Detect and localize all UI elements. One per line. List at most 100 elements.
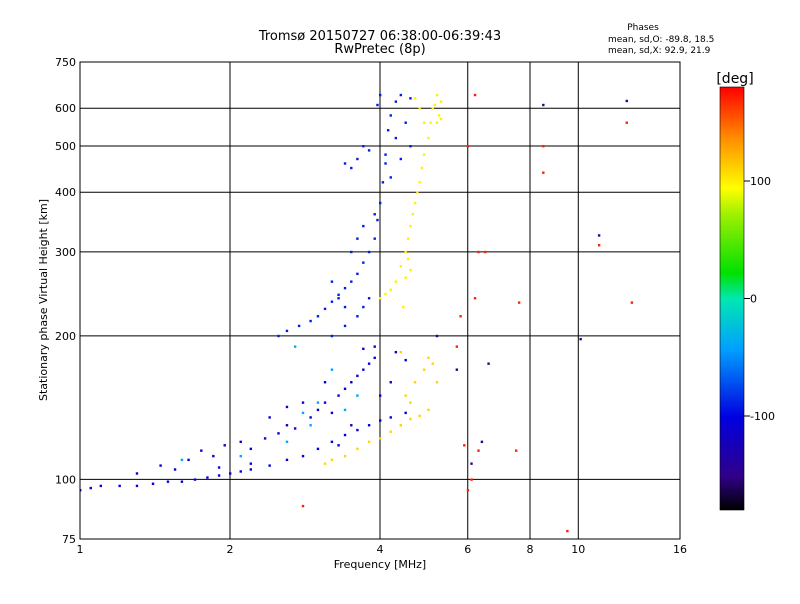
data-point	[301, 504, 305, 508]
data-point	[422, 368, 426, 371]
data-point	[316, 408, 320, 412]
data-point	[386, 129, 390, 132]
data-point	[422, 153, 426, 156]
data-point	[470, 478, 473, 481]
data-point	[166, 480, 170, 483]
data-point	[379, 201, 382, 205]
data-point	[200, 449, 203, 452]
data-point	[285, 405, 289, 409]
data-point	[356, 374, 359, 378]
data-point	[409, 268, 412, 272]
data-point	[356, 237, 359, 240]
data-point	[373, 345, 376, 348]
data-point	[249, 447, 253, 451]
y-tick-label: 400	[55, 186, 76, 199]
data-point	[362, 368, 365, 371]
data-point	[229, 472, 232, 475]
colorbar-tick-label: -100	[750, 410, 775, 423]
stats-o-mode: mean, sd,O: -89.8, 18.5	[608, 35, 714, 45]
data-point	[480, 440, 484, 444]
data-point	[337, 444, 340, 447]
data-point	[477, 250, 480, 254]
data-point	[389, 381, 392, 384]
data-point	[330, 411, 334, 415]
data-point	[487, 362, 490, 365]
data-point	[406, 257, 410, 261]
data-point	[470, 462, 473, 465]
data-point	[356, 394, 359, 397]
grid-lines	[80, 62, 680, 539]
data-point	[285, 424, 289, 427]
data-point	[466, 144, 470, 148]
data-point	[217, 474, 221, 477]
x-axis-label: Frequency [MHz]	[334, 558, 426, 571]
data-point	[367, 297, 371, 300]
data-point	[330, 368, 334, 371]
data-point	[343, 305, 347, 309]
data-point	[367, 440, 371, 444]
data-point	[466, 489, 470, 492]
data-point	[80, 489, 82, 492]
data-point	[337, 297, 340, 300]
data-point	[277, 334, 280, 338]
data-point	[223, 444, 226, 447]
data-point	[323, 401, 327, 404]
data-point	[389, 430, 392, 433]
colorbar-tick-label: 0	[750, 293, 757, 306]
data-point	[399, 157, 403, 161]
data-point	[597, 244, 601, 247]
data-point	[379, 297, 382, 300]
stats-header: Phases	[627, 23, 659, 33]
data-point	[362, 261, 365, 264]
data-point	[376, 218, 379, 222]
data-point	[459, 315, 462, 318]
data-point	[151, 482, 155, 485]
data-point	[362, 305, 365, 309]
data-point	[413, 381, 417, 384]
data-point	[431, 107, 434, 110]
data-point	[437, 114, 441, 117]
data-point	[404, 394, 407, 397]
data-point	[362, 347, 365, 351]
data-point	[309, 416, 312, 419]
data-point	[118, 484, 121, 488]
colorbar-label: [deg]	[716, 71, 753, 87]
data-point	[373, 237, 376, 240]
data-point	[301, 401, 305, 404]
data-point	[427, 136, 430, 140]
data-point	[381, 181, 385, 184]
data-point	[239, 470, 242, 473]
data-point	[356, 428, 359, 432]
data-point	[379, 93, 382, 97]
data-point	[517, 301, 521, 304]
data-point	[429, 121, 432, 124]
y-tick-label: 500	[55, 140, 76, 153]
stats-x-mode: mean, sd,X: 92.9, 21.9	[608, 46, 711, 56]
data-point	[301, 411, 305, 415]
data-point	[343, 286, 347, 290]
data-point	[285, 458, 289, 462]
data-point	[515, 449, 518, 452]
data-point	[323, 307, 327, 311]
data-point	[323, 462, 327, 465]
x-tick-label: 4	[377, 543, 384, 556]
data-point	[394, 100, 398, 103]
data-point	[411, 213, 414, 216]
data-point	[89, 486, 92, 490]
data-point	[263, 437, 267, 440]
data-point	[399, 424, 403, 427]
data-point	[439, 117, 443, 121]
data-point	[350, 250, 353, 254]
data-point	[413, 97, 417, 100]
data-point	[367, 362, 371, 365]
data-point	[343, 454, 347, 458]
colorbar-tick-label: 100	[750, 175, 771, 188]
data-point	[418, 181, 421, 184]
data-point	[135, 484, 139, 488]
data-point	[330, 458, 334, 462]
data-point	[455, 345, 459, 348]
data-point	[431, 362, 434, 365]
data-point	[409, 144, 412, 148]
data-point	[455, 368, 459, 371]
